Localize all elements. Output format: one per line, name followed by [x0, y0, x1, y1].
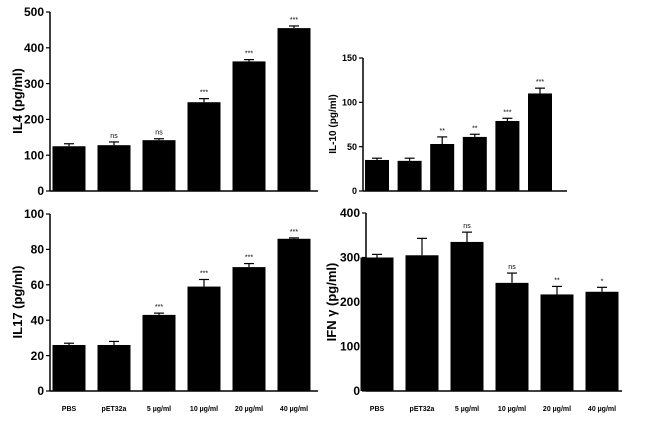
- panel3-category-label: pET32a: [102, 406, 127, 413]
- panel2-ytick-label: 0: [352, 186, 357, 196]
- panel1-ytick-label: 200: [24, 113, 44, 127]
- panel1-bar: [277, 28, 311, 191]
- panel3-ytick-label: 40: [31, 313, 45, 327]
- panel4-significance-label: *: [601, 278, 604, 285]
- panel4-bar: [495, 282, 529, 391]
- panel1-bar: [97, 145, 131, 191]
- panel4-significance-label: **: [554, 277, 560, 284]
- panel2-significance-label: **: [439, 128, 445, 135]
- panel3-ytick-label: 60: [31, 278, 45, 292]
- panel2-ylabel: IL-10 (pg/ml): [328, 94, 339, 153]
- panel3-bar: [232, 267, 266, 391]
- panel3-significance-label: ***: [155, 304, 163, 311]
- panel4-ytick-label: 200: [340, 295, 360, 309]
- panel3-bar: [97, 344, 131, 391]
- panel1-ytick-label: 300: [24, 77, 44, 91]
- panel4-bar: [540, 294, 574, 391]
- panel4-category-label: 20 µg/ml: [543, 406, 571, 413]
- panel3-category-label: 40 µg/ml: [280, 406, 308, 413]
- panel4-category-label: 40 µg/ml: [588, 406, 616, 413]
- panel3-category-label: PBS: [62, 406, 77, 413]
- panel4-ylabel: IFN γ (pg/ml): [324, 263, 339, 342]
- panel3-ytick-label: 100: [24, 207, 44, 221]
- panel1-significance-label: ns: [110, 133, 118, 140]
- panel1-significance-label: ***: [200, 90, 208, 97]
- panel2-significance-label: **: [472, 125, 478, 132]
- panel2-bar: [462, 136, 487, 191]
- panel3-category-label: 20 µg/ml: [235, 406, 263, 413]
- panel1-ytick-label: 500: [24, 5, 44, 19]
- panel3-ylabel: IL17 (pg/ml): [10, 266, 25, 339]
- panel3-significance-label: ***: [245, 255, 253, 262]
- panel2-ytick-label: 50: [347, 142, 357, 152]
- panel2-significance-label: ***: [503, 109, 511, 116]
- panel4-category-label: 5 µg/ml: [455, 406, 479, 413]
- panel2-ytick-label: 100: [342, 97, 357, 107]
- panel4-category-label: pET32a: [410, 406, 435, 413]
- panel1-ytick-label: 0: [37, 184, 44, 198]
- panel1-bar: [187, 102, 221, 191]
- panel1-significance-label: ns: [155, 130, 163, 137]
- panel4-ytick-label: 400: [340, 206, 360, 220]
- panel1-ylabel: IL4 (pg/ml): [10, 68, 25, 134]
- panel3-category-label: 10 µg/ml: [190, 406, 218, 413]
- panel2-bar: [365, 159, 389, 191]
- panel4-significance-label: ns: [508, 264, 516, 271]
- panel3-bar: [142, 314, 176, 391]
- panel2-ytick-label: 150: [342, 53, 357, 63]
- panel2-bar: [495, 120, 520, 191]
- panel4-ytick-label: 100: [340, 340, 360, 354]
- panel2-bar: [430, 144, 455, 191]
- panel2-bar: [397, 160, 422, 191]
- panel3-ytick-label: 80: [31, 243, 45, 257]
- panel4-ytick-label: 0: [353, 384, 360, 398]
- panel4-significance-label: ns: [463, 223, 471, 230]
- panel3-bar: [187, 286, 221, 391]
- panel1-ytick-label: 400: [24, 41, 44, 55]
- panel4-bar: [585, 291, 619, 391]
- panel3-bar: [52, 344, 86, 391]
- panel2-bar: [528, 93, 552, 191]
- panel4-ytick-label: 300: [340, 251, 360, 265]
- panel1-bar: [52, 146, 86, 191]
- panel3-bar: [277, 238, 311, 391]
- panel3-significance-label: ***: [200, 270, 208, 277]
- panel3-ytick-label: 0: [37, 384, 44, 398]
- panel4-category-label: 10 µg/ml: [498, 406, 526, 413]
- panel1-bar: [232, 61, 266, 192]
- panel4-bar: [405, 255, 439, 391]
- panel1-significance-label: ***: [290, 17, 298, 24]
- panel3-ytick-label: 20: [31, 349, 45, 363]
- panel4-category-label: PBS: [370, 406, 385, 413]
- panel1-significance-label: ***: [245, 51, 253, 58]
- panel1-ytick-label: 100: [24, 148, 44, 162]
- panel4-bar: [360, 257, 394, 391]
- panel3-significance-label: ***: [290, 229, 298, 236]
- panel3-category-label: 5 µg/ml: [147, 406, 171, 413]
- panel2-significance-label: ***: [536, 79, 544, 86]
- panel1-bar: [142, 140, 176, 191]
- panel4-bar: [450, 241, 484, 391]
